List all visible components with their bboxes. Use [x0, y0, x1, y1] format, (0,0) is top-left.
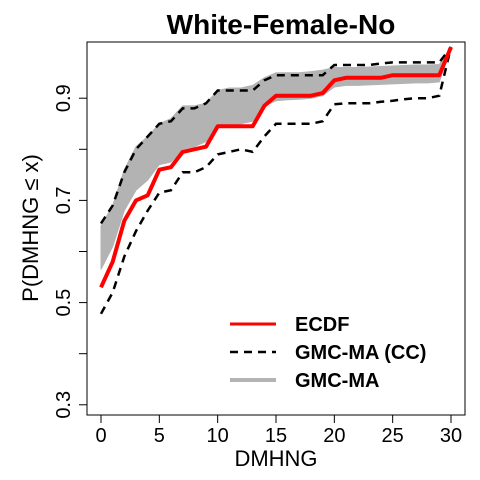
series-line-layer: [99, 46, 453, 315]
y-tick-label: 0.3: [53, 391, 75, 419]
x-tick-label: 30: [440, 425, 462, 447]
x-tick-label: 5: [154, 425, 165, 447]
chart-title: White-Female-No: [167, 9, 396, 40]
x-tick-label: 0: [95, 425, 106, 447]
y-axis: 0.3 0.5 0.7 0.9: [53, 84, 88, 419]
y-tick-label: 0.5: [53, 289, 75, 317]
gmc-ma-cc-upper-line: [99, 46, 452, 225]
ecdf-line: [99, 46, 453, 289]
x-axis: 0 5 10 15 20 25 30: [95, 414, 462, 447]
y-tick-label: 0.9: [53, 84, 75, 112]
legend-label-ecdf: ECDF: [295, 314, 349, 336]
x-tick-label: 25: [382, 425, 404, 447]
gmc-ma-band: [100, 46, 452, 270]
legend-label-gmc-ma-cc: GMC-MA (CC): [295, 342, 426, 364]
x-tick-label: 15: [265, 425, 287, 447]
legend-label-gmc-ma: GMC-MA: [295, 370, 379, 392]
x-axis-label: DMHNG: [234, 446, 317, 471]
gmc-ma-band-layer: [100, 46, 452, 270]
legend: ECDF GMC-MA (CC) GMC-MA: [230, 314, 426, 392]
gmc-ma-cc-lower-line: [99, 46, 453, 315]
x-tick-label: 10: [207, 425, 229, 447]
x-tick-label: 20: [323, 425, 345, 447]
y-tick-label: 0.7: [53, 186, 75, 214]
y-axis-label: P(DMHNG ≤ x): [18, 154, 43, 302]
